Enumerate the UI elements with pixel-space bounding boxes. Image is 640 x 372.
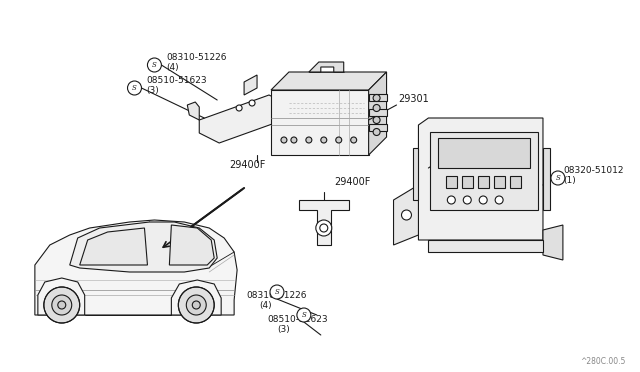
Text: 29301E: 29301E [451,140,487,150]
Text: 08510-51623: 08510-51623 [147,76,207,85]
Text: 29400F: 29400F [333,177,370,187]
Text: S: S [132,84,137,92]
Circle shape [373,116,380,124]
Circle shape [236,105,242,111]
Polygon shape [170,225,214,265]
Circle shape [336,137,342,143]
Circle shape [551,171,565,185]
Circle shape [127,81,141,95]
Circle shape [320,224,328,232]
Polygon shape [543,148,550,210]
Polygon shape [80,228,147,265]
Circle shape [495,196,503,204]
Circle shape [297,308,311,322]
Circle shape [179,287,214,323]
Circle shape [249,100,255,106]
Text: 08310-51226: 08310-51226 [246,291,307,300]
Polygon shape [244,75,257,95]
Polygon shape [369,124,387,131]
Text: 08510-51623: 08510-51623 [267,315,328,324]
Polygon shape [271,90,369,155]
Circle shape [147,58,161,72]
Polygon shape [35,220,237,315]
Circle shape [373,105,380,112]
Polygon shape [413,148,419,200]
Polygon shape [271,72,387,90]
Circle shape [306,137,312,143]
Text: (3): (3) [277,325,290,334]
Polygon shape [430,132,538,210]
Polygon shape [188,102,199,120]
Circle shape [186,295,206,315]
Circle shape [463,196,471,204]
Circle shape [58,301,66,309]
Text: S: S [275,288,279,296]
Circle shape [270,285,284,299]
Polygon shape [38,278,84,315]
Text: 29301: 29301 [399,94,429,104]
Polygon shape [369,72,387,155]
Polygon shape [172,280,221,315]
Circle shape [401,210,412,220]
Circle shape [373,94,380,102]
Circle shape [373,128,380,135]
Polygon shape [478,176,489,188]
Polygon shape [462,176,473,188]
Text: (4): (4) [259,301,271,310]
Text: (3): (3) [147,86,159,95]
Text: 29400F: 29400F [229,160,266,170]
Circle shape [192,301,200,309]
Circle shape [316,220,332,236]
Polygon shape [428,240,543,252]
Text: ^280C.00.5: ^280C.00.5 [580,357,626,366]
Polygon shape [438,138,530,168]
Polygon shape [309,62,344,72]
Text: (4): (4) [166,63,179,72]
Polygon shape [70,222,217,272]
Text: S: S [556,174,560,182]
Polygon shape [543,225,563,260]
Polygon shape [199,95,289,143]
Text: 08310-51226: 08310-51226 [166,53,227,62]
Circle shape [44,287,80,323]
Polygon shape [369,94,387,101]
Polygon shape [419,118,543,240]
Circle shape [321,137,327,143]
Circle shape [291,137,297,143]
Polygon shape [299,200,349,245]
Text: S: S [152,61,157,69]
Polygon shape [446,176,458,188]
Circle shape [351,137,356,143]
Text: S: S [301,311,307,319]
Circle shape [479,196,487,204]
Circle shape [281,137,287,143]
Circle shape [447,196,455,204]
Polygon shape [394,185,419,245]
Polygon shape [510,176,521,188]
Polygon shape [369,109,387,116]
Circle shape [52,295,72,315]
Text: (1): (1) [563,176,575,185]
Text: 08320-51012: 08320-51012 [563,166,623,175]
Polygon shape [494,176,505,188]
